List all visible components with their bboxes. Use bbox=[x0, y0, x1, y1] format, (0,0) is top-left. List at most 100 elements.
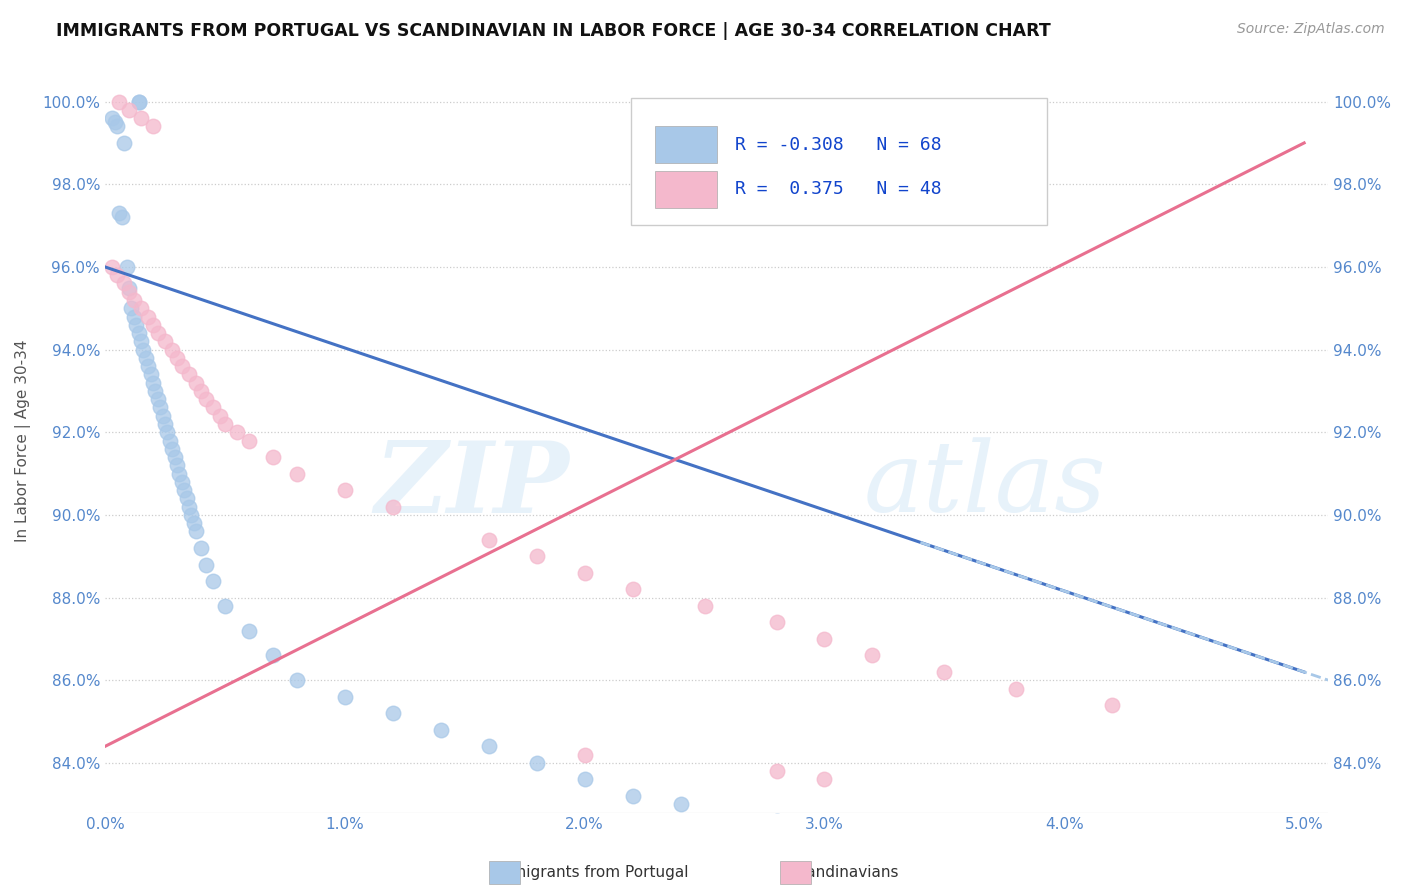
Point bbox=[111, 211, 134, 225]
Point bbox=[669, 797, 692, 812]
Point bbox=[177, 500, 200, 514]
Point bbox=[118, 280, 141, 294]
Point bbox=[285, 673, 308, 688]
Point bbox=[381, 500, 404, 514]
Point bbox=[621, 582, 644, 597]
Point bbox=[169, 467, 191, 481]
Text: Source: ZipAtlas.com: Source: ZipAtlas.com bbox=[1237, 22, 1385, 37]
Point bbox=[105, 268, 128, 283]
Point bbox=[160, 442, 183, 456]
Point bbox=[238, 434, 260, 448]
Point bbox=[262, 648, 284, 663]
Point bbox=[122, 293, 145, 307]
Text: ZIP: ZIP bbox=[375, 437, 569, 533]
Y-axis label: In Labor Force | Age 30-34: In Labor Force | Age 30-34 bbox=[15, 339, 31, 541]
Point bbox=[103, 115, 125, 129]
Point bbox=[136, 310, 159, 324]
Point bbox=[765, 814, 787, 828]
Point bbox=[478, 533, 501, 547]
FancyBboxPatch shape bbox=[655, 126, 717, 163]
Point bbox=[190, 541, 212, 555]
Point bbox=[765, 764, 787, 779]
Point bbox=[128, 95, 150, 109]
Point bbox=[934, 665, 956, 679]
Point bbox=[170, 475, 193, 489]
Point bbox=[574, 772, 596, 787]
Point bbox=[621, 789, 644, 803]
Point bbox=[1101, 698, 1123, 712]
Point bbox=[135, 351, 157, 365]
Point bbox=[478, 739, 501, 754]
Point bbox=[152, 409, 174, 423]
Point bbox=[1005, 681, 1028, 696]
Point bbox=[142, 120, 165, 134]
Point bbox=[166, 458, 188, 473]
Point bbox=[201, 574, 224, 588]
Point bbox=[214, 417, 236, 431]
Text: IMMIGRANTS FROM PORTUGAL VS SCANDINAVIAN IN LABOR FORCE | AGE 30-34 CORRELATION : IMMIGRANTS FROM PORTUGAL VS SCANDINAVIAN… bbox=[56, 22, 1052, 40]
Point bbox=[112, 277, 135, 291]
Point bbox=[333, 690, 356, 704]
Point bbox=[1005, 838, 1028, 853]
Point bbox=[101, 111, 124, 125]
Point bbox=[574, 747, 596, 762]
Point bbox=[142, 318, 165, 332]
Point bbox=[153, 417, 176, 431]
Point bbox=[262, 450, 284, 464]
Point bbox=[693, 599, 716, 613]
Point bbox=[122, 310, 145, 324]
Point bbox=[813, 632, 835, 646]
Point bbox=[118, 103, 141, 117]
Point bbox=[115, 260, 138, 274]
Point bbox=[142, 376, 165, 390]
Point bbox=[128, 326, 150, 340]
Point bbox=[101, 260, 124, 274]
Point bbox=[574, 566, 596, 580]
Point bbox=[173, 483, 195, 497]
Point bbox=[129, 301, 152, 316]
Point bbox=[183, 516, 205, 531]
Point bbox=[285, 467, 308, 481]
Point bbox=[139, 368, 162, 382]
Point bbox=[108, 206, 131, 220]
Point bbox=[180, 508, 202, 522]
Point bbox=[143, 384, 166, 398]
Point bbox=[194, 558, 217, 572]
Point bbox=[177, 368, 200, 382]
Point bbox=[526, 549, 548, 564]
Point bbox=[146, 326, 169, 340]
Point bbox=[129, 334, 152, 349]
Point bbox=[190, 384, 212, 398]
Point bbox=[225, 425, 247, 440]
Point bbox=[194, 392, 217, 407]
Point bbox=[156, 425, 179, 440]
Point bbox=[214, 599, 236, 613]
Point bbox=[813, 772, 835, 787]
Point bbox=[238, 624, 260, 638]
Text: R = -0.308   N = 68: R = -0.308 N = 68 bbox=[735, 136, 942, 153]
Point bbox=[153, 334, 176, 349]
Point bbox=[125, 318, 148, 332]
Text: Scandinavians: Scandinavians bbox=[789, 865, 898, 880]
Point bbox=[146, 392, 169, 407]
Point bbox=[209, 409, 232, 423]
FancyBboxPatch shape bbox=[631, 98, 1047, 225]
Point bbox=[201, 401, 224, 415]
Point bbox=[129, 111, 152, 125]
Point bbox=[333, 483, 356, 497]
Point bbox=[120, 301, 142, 316]
Point bbox=[184, 376, 207, 390]
Text: atlas: atlas bbox=[863, 437, 1107, 533]
Point bbox=[765, 615, 787, 630]
Point bbox=[176, 491, 198, 506]
Point bbox=[132, 343, 155, 357]
FancyBboxPatch shape bbox=[655, 171, 717, 208]
Point bbox=[112, 136, 135, 150]
Text: R =  0.375   N = 48: R = 0.375 N = 48 bbox=[735, 180, 942, 198]
Point bbox=[128, 95, 150, 109]
Point bbox=[170, 359, 193, 373]
Point bbox=[813, 822, 835, 836]
Point bbox=[184, 524, 207, 539]
Point bbox=[429, 723, 451, 737]
Point bbox=[149, 401, 172, 415]
